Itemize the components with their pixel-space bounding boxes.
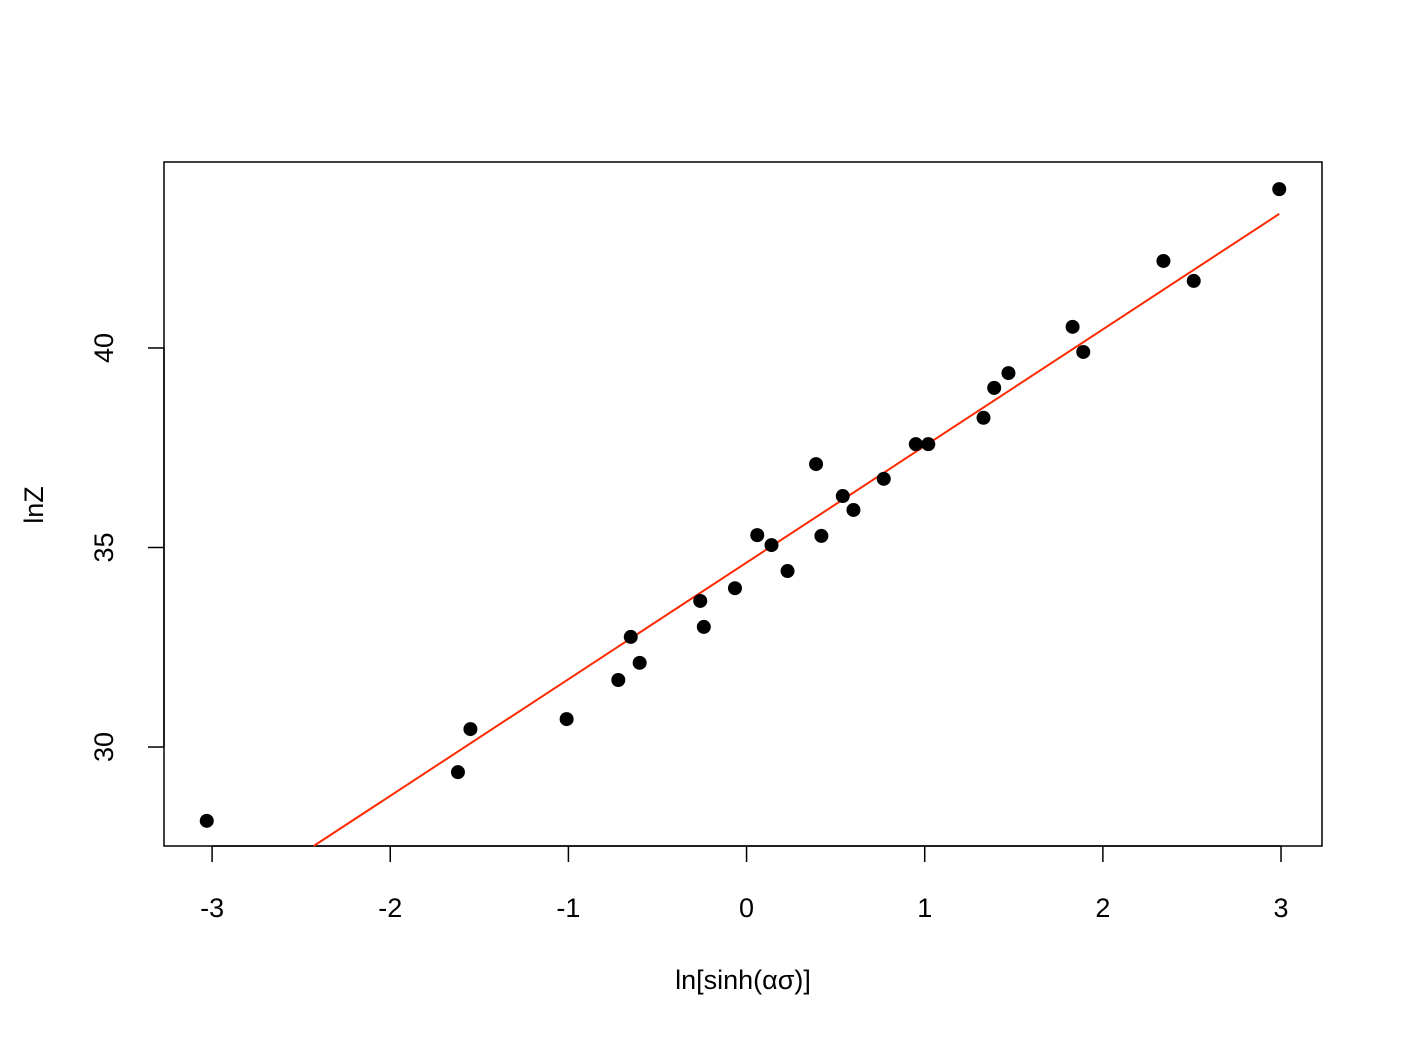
point: [1272, 182, 1287, 197]
point: [199, 813, 214, 828]
point: [814, 528, 829, 543]
point: [1065, 319, 1080, 334]
x-tick-label: 1: [917, 893, 932, 923]
point: [623, 629, 638, 644]
point: [835, 489, 850, 504]
point: [750, 528, 765, 543]
point: [463, 722, 478, 737]
point: [727, 581, 742, 596]
x-tick-label: -3: [200, 893, 224, 923]
x-tick-label: 3: [1274, 893, 1289, 923]
point: [876, 471, 891, 486]
point: [1076, 344, 1091, 359]
point: [696, 619, 711, 634]
fit-line: [313, 213, 1280, 847]
point: [921, 437, 936, 452]
y-tick-label: 40: [89, 333, 119, 363]
point: [559, 712, 574, 727]
plot-frame: [163, 161, 1323, 847]
y-axis-label: lnZ: [19, 486, 49, 524]
point: [846, 502, 861, 517]
x-axis-label: ln[sinh(ασ)]: [675, 965, 811, 995]
point: [1001, 366, 1016, 381]
y-tick-label: 30: [89, 732, 119, 762]
point: [611, 672, 626, 687]
point: [632, 655, 647, 670]
x-tick-label: 0: [739, 893, 754, 923]
point: [1186, 273, 1201, 288]
x-tick-label: -2: [378, 893, 402, 923]
point: [780, 564, 795, 579]
point: [987, 380, 1002, 395]
y-tick-label: 35: [89, 532, 119, 562]
point: [764, 538, 779, 553]
point: [693, 593, 708, 608]
point: [908, 437, 923, 452]
point: [976, 410, 991, 425]
x-tick-label: 2: [1095, 893, 1110, 923]
point: [450, 765, 465, 780]
point: [1156, 253, 1171, 268]
point: [809, 457, 824, 472]
x-tick-label: -1: [556, 893, 580, 923]
